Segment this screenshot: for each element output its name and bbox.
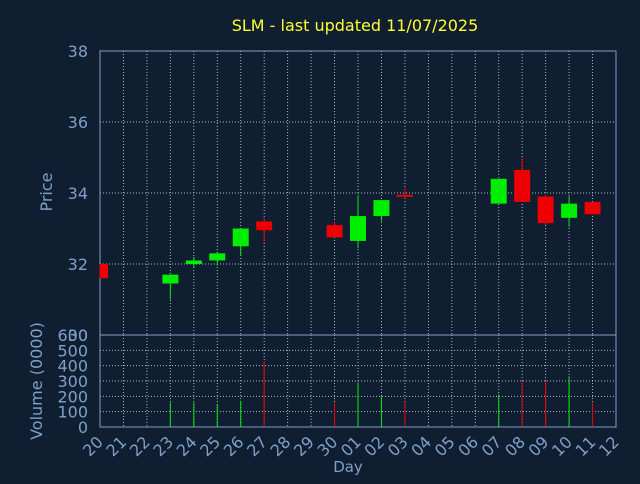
candle-body [256, 221, 273, 231]
candle-body [185, 260, 202, 264]
candle-body [209, 253, 226, 261]
candle-body [514, 169, 531, 202]
price-grid [99, 50, 617, 336]
volume-tick-label: 400 [57, 357, 88, 376]
x-tick-label: 12 [595, 432, 623, 460]
candle-body [162, 274, 179, 284]
price-tick-label: 38 [68, 42, 88, 61]
candle-body [373, 200, 390, 217]
chart-title: SLM - last updated 11/07/2025 [232, 16, 479, 35]
x-axis-ticks: 2021222324252627282930010203040506070809… [79, 432, 623, 460]
candle-body [232, 228, 249, 247]
volume-tick-label: 100 [57, 403, 88, 422]
price-tick-label: 34 [68, 184, 88, 203]
volume-tick-label: 200 [57, 387, 88, 406]
volume-bars [169, 361, 594, 427]
price-axis-label: Price [37, 172, 56, 211]
volume-tick-label: 0 [78, 418, 88, 437]
candle-body [490, 178, 507, 204]
candle-body [100, 264, 108, 279]
candle-body [326, 224, 343, 238]
x-axis-label: Day [333, 458, 363, 476]
candle-body [537, 196, 554, 224]
price-tick-label: 30 [68, 326, 88, 345]
candle-body [584, 201, 601, 215]
volume-tick-label: 300 [57, 372, 88, 391]
candle-body [396, 194, 413, 197]
price-axis-ticks: 30 32 34 36 38 [68, 42, 88, 345]
volume-tick-label: 600 [57, 326, 88, 345]
volume-tick-label: 500 [57, 341, 88, 360]
price-tick-label: 36 [68, 113, 88, 132]
volume-axis-label: Volume (0000) [27, 322, 46, 440]
price-tick-label: 32 [68, 255, 88, 274]
candles [99, 157, 601, 300]
candle-body [561, 203, 578, 218]
candle-body [350, 216, 366, 241]
